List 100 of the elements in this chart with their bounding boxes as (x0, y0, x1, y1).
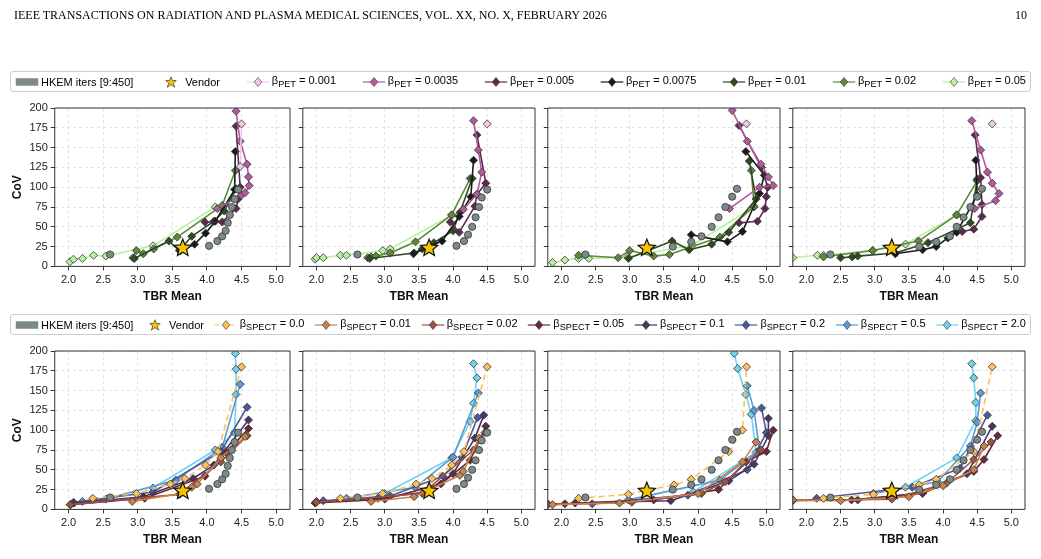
y-tick-label: 125 (29, 403, 48, 416)
x-tick-label: 4.0 (199, 516, 215, 529)
x-tick-label: 4.5 (724, 273, 740, 286)
x-tick-label: 3.5 (656, 273, 672, 286)
y-tick-label: 50 (35, 220, 48, 233)
x-tick-label: 4.5 (479, 516, 495, 529)
x-tick-label: 3.0 (377, 273, 393, 286)
x-tick-label: 2.5 (587, 273, 604, 286)
legend-label: HKEM iters [9:450] (41, 318, 134, 331)
x-tick-label: 3.0 (130, 273, 146, 286)
y-tick-label: 25 (35, 483, 48, 496)
x-tick-label: 4.5 (233, 516, 250, 529)
x-tick-label: 2.5 (95, 516, 111, 529)
x-tick-label: 2.0 (553, 516, 570, 529)
x-tick-label: 2.5 (95, 273, 111, 286)
x-axis-title: TBR Mean (634, 289, 694, 304)
x-axis-title: TBR Mean (879, 289, 939, 304)
x-tick-label: 4.0 (199, 273, 215, 286)
x-tick-label: 4.0 (690, 273, 706, 286)
y-tick-label: 150 (29, 384, 48, 397)
legend-label: β$_{PET}$ = 0.001 (271, 74, 337, 90)
x-axis-title: TBR Mean (143, 532, 202, 547)
x-tick-label: 4.0 (445, 273, 461, 286)
x-tick-label: 5.0 (758, 516, 774, 529)
y-tick-label: 200 (29, 344, 48, 357)
x-tick-label: 3.5 (411, 273, 427, 286)
legend-label: β$_{SPECT}$ = 0.05 (553, 317, 625, 333)
y-tick-label: 50 (35, 463, 48, 476)
x-tick-label: 3.5 (164, 273, 181, 286)
x-tick-label: 3.0 (867, 273, 883, 286)
x-tick-label: 3.0 (867, 516, 883, 529)
legend-label: β$_{SPECT}$ = 0.1 (659, 317, 725, 333)
x-tick-label: 3.0 (622, 273, 638, 286)
legend-label: Vendor (185, 75, 220, 88)
x-tick-label: 2.0 (60, 516, 77, 529)
y-tick-label: 100 (29, 423, 48, 436)
x-axis-title: TBR Mean (389, 289, 449, 304)
legend-label: β$_{SPECT}$ = 0.0 (239, 317, 305, 333)
legend-label: β$_{SPECT}$ = 0.01 (340, 317, 411, 333)
text: 10 (1015, 8, 1027, 23)
x-axis-title: TBR Mean (389, 532, 449, 547)
y-tick-label: 200 (29, 101, 48, 114)
x-axis-title: TBR Mean (634, 532, 694, 547)
legend-label: β$_{SPECT}$ = 2.0 (961, 317, 1026, 333)
x-tick-label: 2.0 (308, 273, 325, 286)
legend-label: β$_{PET}$ = 0.0035 (387, 74, 459, 90)
x-tick-label: 2.0 (798, 273, 815, 286)
y-tick-label: 100 (29, 180, 48, 193)
x-tick-label: 5.0 (513, 273, 529, 286)
x-tick-label: 4.5 (233, 273, 250, 286)
y-tick-label: 175 (29, 364, 48, 377)
legend-label: β$_{SPECT}$ = 0.5 (860, 317, 926, 333)
x-tick-label: 3.0 (622, 516, 638, 529)
x-axis-title: TBR Mean (879, 532, 939, 547)
x-tick-label: 4.5 (969, 273, 985, 286)
x-tick-label: 3.0 (130, 516, 146, 529)
legend-label: β$_{PET}$ = 0.005 (509, 74, 575, 90)
x-tick-label: 4.5 (724, 516, 740, 529)
legend-label: β$_{SPECT}$ = 0.2 (760, 317, 826, 333)
legend-label: HKEM iters [9:450] (41, 75, 134, 88)
x-tick-label: 2.5 (342, 273, 359, 286)
y-axis-title: CoV (9, 175, 24, 200)
y-tick-label: 125 (29, 160, 48, 173)
x-tick-label: 2.0 (798, 516, 815, 529)
y-tick-label: 25 (35, 239, 48, 252)
x-tick-label: 5.0 (513, 516, 529, 529)
legend-label: β$_{PET}$ = 0.01 (748, 74, 807, 90)
x-tick-label: 5.0 (268, 516, 284, 529)
x-tick-label: 4.5 (479, 273, 495, 286)
y-tick-label: 0 (41, 502, 48, 515)
x-tick-label: 2.0 (308, 516, 325, 529)
x-tick-label: 3.5 (656, 516, 672, 529)
x-tick-label: 2.0 (553, 273, 570, 286)
x-tick-label: 3.5 (411, 516, 427, 529)
legend-label: β$_{PET}$ = 0.05 (967, 74, 1026, 90)
y-tick-label: 150 (29, 140, 48, 153)
text: IEEE TRANSACTIONS ON RADIATION AND PLASMA MEDICAL SCIENCES, VOL. XX, NO. X, FEBRUARY 2026 (14, 8, 607, 23)
x-tick-label: 4.0 (445, 516, 461, 529)
x-tick-label: 2.5 (587, 516, 604, 529)
x-axis-title: TBR Mean (143, 289, 202, 304)
x-tick-label: 3.5 (901, 273, 917, 286)
x-tick-label: 5.0 (268, 273, 284, 286)
x-tick-label: 5.0 (1003, 273, 1019, 286)
legend-label: β$_{PET}$ = 0.0075 (625, 74, 697, 90)
y-tick-label: 75 (35, 443, 48, 456)
x-tick-label: 2.5 (832, 273, 849, 286)
x-tick-label: 5.0 (758, 273, 774, 286)
x-tick-label: 5.0 (1003, 516, 1019, 529)
x-tick-label: 4.0 (935, 273, 951, 286)
legend-label: Vendor (169, 318, 204, 331)
x-tick-label: 4.0 (935, 516, 951, 529)
y-tick-label: 175 (29, 121, 48, 134)
y-axis-title: CoV (9, 418, 24, 443)
y-tick-label: 75 (35, 200, 48, 213)
legend-label: β$_{PET}$ = 0.02 (857, 74, 917, 90)
x-tick-label: 4.0 (690, 516, 706, 529)
x-tick-label: 3.5 (164, 516, 181, 529)
x-tick-label: 3.5 (901, 516, 917, 529)
legend-label: β$_{SPECT}$ = 0.02 (446, 317, 518, 333)
x-tick-label: 2.5 (832, 516, 849, 529)
